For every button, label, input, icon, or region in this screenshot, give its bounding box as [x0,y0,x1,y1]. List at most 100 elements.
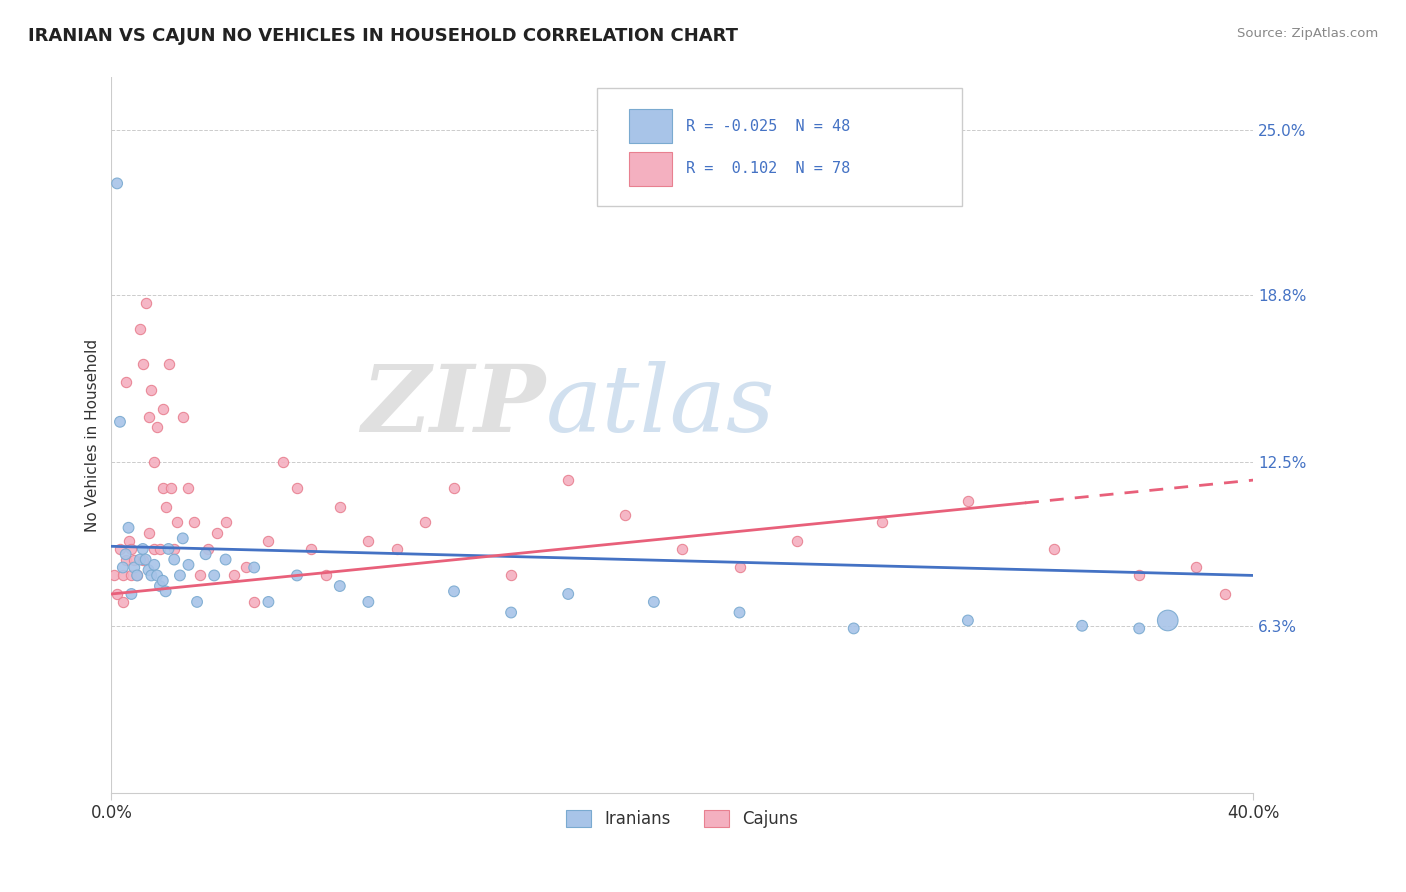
Point [728,606,751,620]
Point [728,560,751,574]
Point [956,494,979,508]
Point [129,552,152,566]
Point [138,526,160,541]
Point [299,541,322,556]
Point [243,560,266,574]
Point [108,415,131,429]
Point [315,568,337,582]
Point [357,534,380,549]
Point [186,595,208,609]
Point [557,473,579,487]
Point [197,541,219,556]
Y-axis label: No Vehicles in Household: No Vehicles in Household [86,338,100,532]
Point [111,595,134,609]
Text: R = -0.025  N = 48: R = -0.025 N = 48 [686,119,851,134]
Point [132,357,155,371]
Point [443,481,465,495]
Point [1042,541,1064,556]
Point [357,595,380,609]
Point [163,541,186,556]
Point [671,541,693,556]
Point [120,541,142,556]
Point [155,500,177,514]
Point [243,595,266,609]
Point [614,508,637,522]
Point [257,595,280,609]
Point [169,568,191,582]
Point [870,516,893,530]
Point [138,563,160,577]
FancyBboxPatch shape [628,109,672,144]
Point [122,560,145,574]
Legend: Iranians, Cajuns: Iranians, Cajuns [560,803,806,834]
FancyBboxPatch shape [596,88,962,206]
Point [501,606,523,620]
Point [157,357,180,371]
Point [127,568,149,582]
Point [224,568,246,582]
Text: ZIP: ZIP [361,361,546,451]
Point [329,500,352,514]
Point [160,481,183,495]
Point [557,587,579,601]
Point [163,552,186,566]
Point [643,595,665,609]
Point [143,541,166,556]
Text: R =  0.102  N = 78: R = 0.102 N = 78 [686,161,851,177]
Point [105,177,128,191]
Point [214,552,236,566]
Point [443,584,465,599]
Point [257,534,280,549]
Point [129,322,152,336]
Point [111,560,134,574]
Point [105,587,128,601]
Point [177,481,200,495]
Point [135,295,157,310]
Point [285,568,308,582]
Text: IRANIAN VS CAJUN NO VEHICLES IN HOUSEHOLD CORRELATION CHART: IRANIAN VS CAJUN NO VEHICLES IN HOUSEHOL… [28,27,738,45]
Point [120,587,142,601]
Point [202,568,225,582]
Point [114,547,136,561]
Point [127,568,149,582]
Point [214,516,236,530]
Point [415,516,437,530]
Point [111,568,134,582]
Point [1128,568,1150,582]
Point [146,568,169,582]
Point [271,454,294,468]
Point [152,574,174,588]
Text: atlas: atlas [546,361,775,451]
Point [329,579,352,593]
Point [235,560,257,574]
Point [143,558,166,572]
Point [120,568,142,582]
Point [135,552,157,566]
Point [1071,619,1094,633]
Point [1213,587,1236,601]
Point [114,375,136,389]
Point [155,584,177,599]
Point [141,383,163,397]
Point [132,541,155,556]
Point [188,568,211,582]
Point [1185,560,1208,574]
Point [138,409,160,424]
Point [157,541,180,556]
Point [177,558,200,572]
Point [149,579,172,593]
Point [1157,614,1180,628]
Point [166,516,188,530]
Point [194,547,217,561]
FancyBboxPatch shape [628,152,672,186]
Point [172,532,194,546]
Point [205,526,228,541]
Point [172,409,194,424]
Point [152,401,174,416]
Point [117,521,139,535]
Text: Source: ZipAtlas.com: Source: ZipAtlas.com [1237,27,1378,40]
Point [108,541,131,556]
Point [103,568,125,582]
Point [143,454,166,468]
Point [956,614,979,628]
